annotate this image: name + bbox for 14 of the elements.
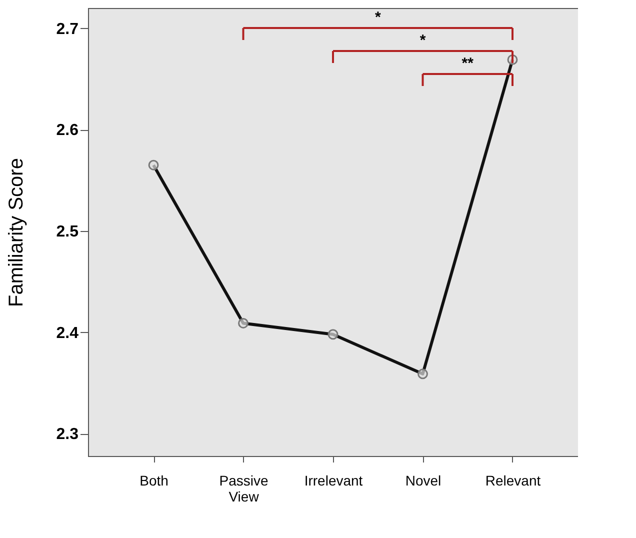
y-tick-label: 2.5: [56, 223, 79, 240]
y-tick-label: 2.7: [56, 20, 79, 38]
annotation: *: [420, 32, 426, 49]
y-tick-label: 2.3: [56, 426, 79, 444]
x-tick-label: Passive View: [219, 472, 268, 504]
y-tick-label: 2.4: [56, 324, 79, 342]
y-axis-title: Familiarity Score: [5, 158, 28, 307]
annotation: **: [462, 55, 474, 72]
y-tick-label: 2.6: [56, 122, 79, 140]
annotation: *: [374, 9, 381, 26]
x-tick-label: Both: [140, 472, 168, 488]
x-tick-label: Irrelevant: [304, 472, 363, 488]
x-tick-label: Novel: [405, 472, 442, 488]
x-tick-label: Relevant: [485, 472, 541, 488]
